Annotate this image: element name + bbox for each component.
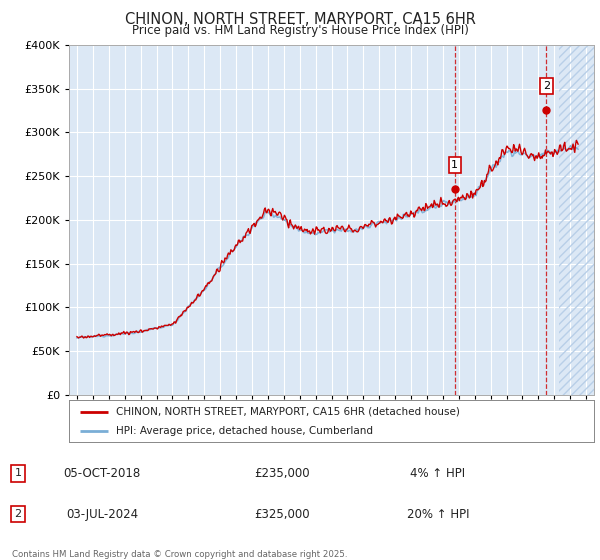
- Text: 05-OCT-2018: 05-OCT-2018: [64, 466, 140, 480]
- Text: £325,000: £325,000: [254, 507, 310, 521]
- Text: 2: 2: [14, 509, 22, 519]
- Text: 1: 1: [451, 160, 458, 170]
- Text: 1: 1: [14, 468, 22, 478]
- Text: 4% ↑ HPI: 4% ↑ HPI: [410, 466, 466, 480]
- Text: Price paid vs. HM Land Registry's House Price Index (HPI): Price paid vs. HM Land Registry's House …: [131, 24, 469, 36]
- Text: CHINON, NORTH STREET, MARYPORT, CA15 6HR (detached house): CHINON, NORTH STREET, MARYPORT, CA15 6HR…: [116, 407, 460, 417]
- Text: £235,000: £235,000: [254, 466, 310, 480]
- Bar: [559, 45, 594, 395]
- Text: CHINON, NORTH STREET, MARYPORT, CA15 6HR: CHINON, NORTH STREET, MARYPORT, CA15 6HR: [125, 12, 475, 27]
- Text: HPI: Average price, detached house, Cumberland: HPI: Average price, detached house, Cumb…: [116, 426, 373, 436]
- Text: 03-JUL-2024: 03-JUL-2024: [66, 507, 138, 521]
- Text: 2: 2: [543, 81, 550, 91]
- Text: 20% ↑ HPI: 20% ↑ HPI: [407, 507, 469, 521]
- Bar: [559, 45, 594, 395]
- Text: Contains HM Land Registry data © Crown copyright and database right 2025.
This d: Contains HM Land Registry data © Crown c…: [12, 550, 347, 560]
